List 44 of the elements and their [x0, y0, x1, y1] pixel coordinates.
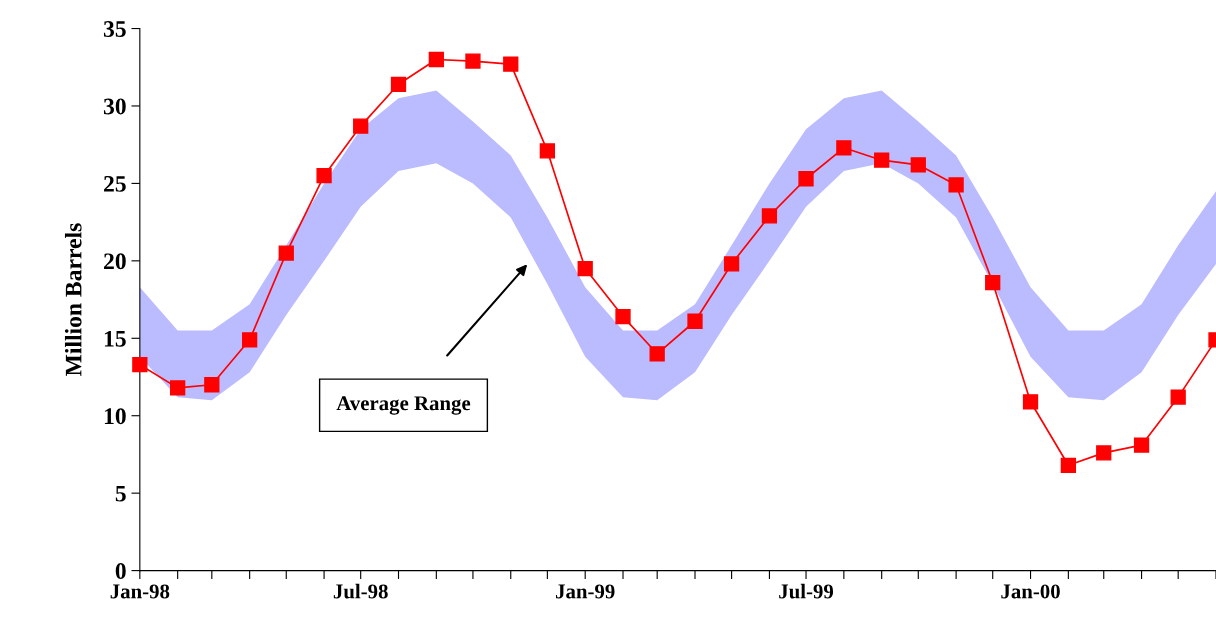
point	[1022, 394, 1039, 410]
point	[985, 274, 1001, 291]
point	[1060, 457, 1077, 473]
point	[316, 168, 332, 184]
point	[836, 140, 852, 156]
point	[390, 76, 407, 92]
y-tick-label: 5	[115, 485, 126, 502]
point	[242, 332, 258, 348]
y-tick-label: 30	[103, 98, 126, 115]
point	[649, 346, 665, 362]
x-tick-label: Jul-99	[779, 583, 834, 599]
x-tick-label: Jan-00	[1001, 584, 1060, 599]
point	[428, 51, 444, 68]
y-tick-label: 0	[115, 563, 126, 580]
point	[761, 208, 778, 224]
point	[910, 157, 926, 173]
point	[353, 118, 369, 134]
point	[1133, 437, 1150, 453]
point	[615, 308, 631, 325]
y-tick-label: 35	[103, 21, 126, 37]
x-tick-label: Jul-98	[333, 583, 388, 599]
point	[577, 260, 593, 277]
point	[539, 143, 556, 159]
y-tick-label: 20	[104, 253, 126, 270]
annotation: Average Range	[336, 396, 471, 415]
point	[948, 177, 964, 193]
point	[874, 152, 890, 168]
point	[1170, 389, 1186, 405]
point	[465, 53, 481, 69]
y-axis-title: Million Barrels	[64, 223, 82, 377]
point	[132, 356, 148, 373]
y-tick-label: 15	[104, 330, 126, 347]
point	[798, 171, 814, 187]
point	[278, 245, 294, 261]
point	[170, 380, 186, 396]
point	[503, 56, 519, 72]
point	[204, 377, 220, 393]
y-tick-label: 25	[104, 175, 126, 192]
x-tick-label: Jan-99	[556, 584, 615, 599]
point	[687, 313, 703, 329]
point	[1096, 445, 1112, 461]
point	[723, 256, 740, 272]
y-tick-label: 10	[104, 408, 126, 425]
x-tick-label: Jan-98	[110, 584, 170, 599]
